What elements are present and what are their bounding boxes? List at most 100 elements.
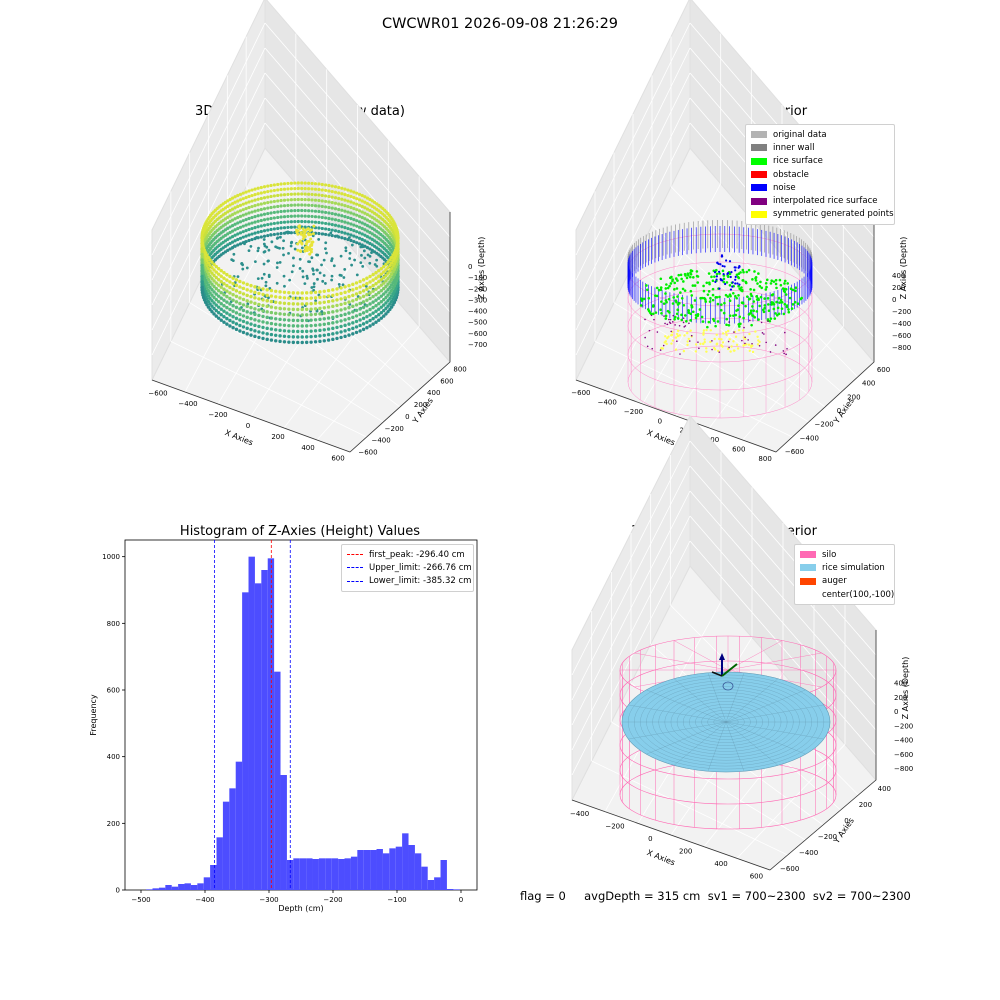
raw-point bbox=[243, 242, 246, 246]
raw-point bbox=[282, 226, 287, 230]
raw-point bbox=[214, 303, 218, 307]
raw-point bbox=[241, 308, 246, 313]
raw-point bbox=[377, 274, 381, 278]
rice-surface-point bbox=[768, 319, 772, 323]
rice-surface-point bbox=[780, 307, 784, 310]
raw-point bbox=[289, 220, 293, 224]
raw-point bbox=[238, 198, 243, 202]
raw-point bbox=[304, 291, 309, 295]
raw-point bbox=[296, 248, 300, 252]
silo-wire-spoke bbox=[727, 652, 822, 671]
rice-surface-point bbox=[734, 294, 737, 298]
raw-point bbox=[210, 309, 214, 314]
raw-point bbox=[219, 274, 223, 278]
raw-point bbox=[300, 313, 304, 317]
raw-point bbox=[339, 313, 343, 318]
raw-point bbox=[330, 274, 334, 278]
raw-point bbox=[231, 320, 235, 324]
interpolated-point bbox=[666, 323, 669, 326]
interpolated-point bbox=[784, 331, 786, 334]
rice-surface-point bbox=[736, 308, 740, 312]
raw-y-tick: −200 bbox=[385, 425, 404, 433]
raw-point bbox=[266, 217, 270, 221]
raw-point bbox=[230, 212, 235, 217]
raw-point bbox=[257, 308, 261, 312]
symmetric-point bbox=[737, 329, 741, 332]
raw-point bbox=[256, 225, 260, 229]
raw-y-tick: 200 bbox=[414, 401, 427, 409]
raw-point bbox=[313, 301, 318, 306]
raw-point bbox=[282, 296, 287, 300]
raw-y-tick: −400 bbox=[371, 437, 390, 445]
raw-x-tick: −200 bbox=[208, 411, 227, 419]
interpolated-point bbox=[676, 340, 678, 343]
raw-point bbox=[278, 339, 282, 344]
raw-point bbox=[264, 280, 268, 284]
raw-point bbox=[303, 208, 307, 213]
raw-point bbox=[236, 226, 240, 231]
rice-surface-point bbox=[775, 286, 778, 290]
raw-point bbox=[370, 210, 374, 214]
raw-point bbox=[233, 211, 237, 215]
raw-point bbox=[257, 324, 261, 329]
raw-point bbox=[351, 288, 355, 292]
raw-point bbox=[337, 218, 341, 223]
rice-surface-point bbox=[702, 296, 706, 300]
raw-point bbox=[276, 261, 279, 265]
rice-surface-point bbox=[794, 289, 797, 293]
histogram-bar bbox=[216, 837, 223, 890]
raw-point bbox=[326, 316, 331, 320]
symmetric-point bbox=[744, 337, 747, 341]
rice-surface-point bbox=[716, 320, 720, 323]
legend-label: center(100,-100) bbox=[822, 589, 895, 600]
classify-legend-item: symmetric generated points bbox=[751, 208, 894, 221]
histogram-bar bbox=[254, 583, 262, 890]
raw-x-tick: 400 bbox=[301, 444, 314, 452]
raw-point bbox=[310, 187, 314, 191]
raw-point bbox=[335, 298, 339, 302]
raw-point bbox=[318, 339, 322, 344]
rice-surface-point bbox=[689, 271, 692, 275]
raw-point bbox=[330, 189, 334, 194]
raw-point bbox=[296, 313, 300, 317]
histogram-bar bbox=[158, 887, 166, 890]
raw-point bbox=[311, 232, 315, 236]
raw-point bbox=[346, 199, 350, 203]
interpolated-point bbox=[760, 321, 763, 324]
raw-point bbox=[310, 209, 314, 213]
raw-point bbox=[259, 202, 263, 206]
histogram-bar bbox=[312, 859, 319, 890]
rice-surface-point bbox=[645, 284, 648, 287]
raw-point bbox=[293, 181, 297, 185]
raw-point bbox=[370, 237, 374, 241]
raw-point bbox=[386, 309, 390, 314]
histogram-bar bbox=[395, 846, 403, 890]
raw-y-tick: 400 bbox=[427, 389, 440, 397]
rice-surface-point bbox=[715, 272, 719, 276]
interpolated-point bbox=[664, 322, 666, 325]
rice-surface-point bbox=[785, 304, 789, 307]
rice-surface-point bbox=[687, 309, 690, 313]
simulation-y-tick: −400 bbox=[799, 849, 818, 857]
raw-point bbox=[244, 195, 248, 200]
raw-point bbox=[365, 281, 369, 286]
raw-point bbox=[241, 303, 246, 307]
raw-point bbox=[223, 206, 228, 210]
symmetric-point bbox=[674, 348, 678, 351]
raw-point bbox=[327, 189, 331, 193]
raw-point bbox=[330, 228, 334, 232]
raw-point bbox=[261, 325, 265, 330]
raw-point bbox=[327, 233, 331, 237]
rice-surface-point bbox=[773, 317, 777, 320]
raw-point bbox=[368, 214, 372, 218]
raw-point bbox=[301, 269, 305, 273]
raw-point bbox=[245, 282, 249, 287]
rice-surface-point bbox=[706, 325, 709, 329]
legend-label: Lower_limit: -385.32 cm bbox=[369, 576, 472, 587]
raw-point bbox=[253, 220, 257, 224]
classify-y-tick: −600 bbox=[785, 448, 804, 456]
raw-point bbox=[244, 217, 248, 222]
x-tick-label: −400 bbox=[195, 896, 214, 904]
raw-point bbox=[212, 306, 216, 311]
raw-point bbox=[253, 307, 257, 311]
